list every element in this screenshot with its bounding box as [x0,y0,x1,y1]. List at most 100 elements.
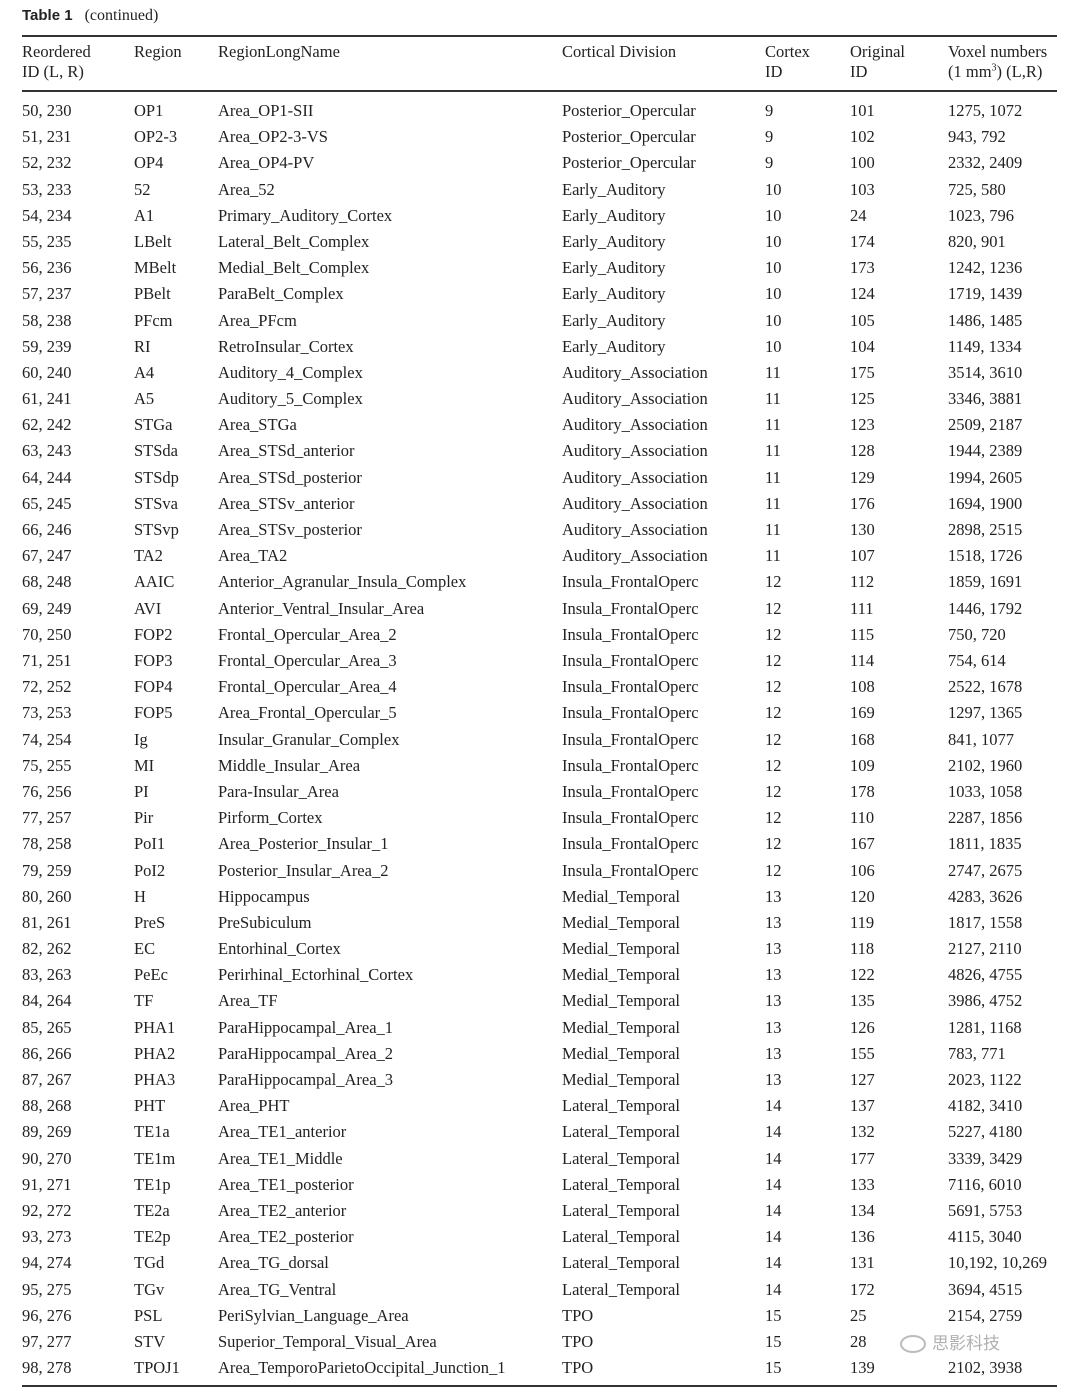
cell-voxel-numbers: 10,192, 10,269 [948,1253,1047,1273]
cell-reordered-id: 71, 251 [22,650,72,670]
cell-cortex-id: 13 [765,1017,782,1037]
header-cortex-id: Cortex ID [765,42,810,82]
cell-reordered-id: 79, 259 [22,860,72,880]
cell-voxel-numbers: 5227, 4180 [948,1122,1023,1142]
cell-voxel-numbers: 1719, 1439 [948,284,1023,304]
cell-voxel-numbers: 943, 792 [948,127,1006,147]
cell-original-id: 114 [850,650,875,670]
cell-cortical-division: Medial_Temporal [562,1017,680,1037]
header-line: ID [850,62,868,81]
cell-region: TA2 [134,546,163,566]
cell-region-long-name: Hippocampus [218,886,310,906]
cell-reordered-id: 82, 262 [22,939,72,959]
cell-original-id: 122 [850,965,875,985]
cell-cortex-id: 12 [765,703,782,723]
table-row: 57, 237 PBelt ParaBelt_Complex Early_Audito… [0,284,1080,310]
cell-cortical-division: Insula_FrontalOperc [562,808,699,828]
cell-cortical-division: Early_Auditory [562,231,666,251]
table-row: 83, 263 PeEc Perirhinal_Ectorhinal_Cortex M… [0,965,1080,991]
cell-region-long-name: Area_STGa [218,415,297,435]
cell-reordered-id: 64, 244 [22,467,72,487]
cell-region-long-name: Area_TG_dorsal [218,1253,329,1273]
cell-cortex-id: 10 [765,310,782,330]
cell-region: TGd [134,1253,165,1273]
cell-voxel-numbers: 1817, 1558 [948,912,1023,932]
cell-cortical-division: Posterior_Opercular [562,127,696,147]
cell-cortical-division: Posterior_Opercular [562,153,696,173]
watermark-text: 思影科技 [932,1334,1000,1354]
cell-cortex-id: 12 [765,781,782,801]
cell-reordered-id: 76, 256 [22,781,72,801]
cell-cortical-division: Insula_FrontalOperc [562,650,699,670]
cell-original-id: 137 [850,1096,875,1116]
table-row: 65, 245 STSva Area_STSv_anterior Auditory_A… [0,494,1080,520]
table-row: 87, 267 PHA3 ParaHippocampal_Area_3 Medial_… [0,1070,1080,1096]
cell-voxel-numbers: 2102, 1960 [948,755,1023,775]
cell-original-id: 174 [850,231,875,251]
cell-original-id: 110 [850,808,875,828]
cell-original-id: 100 [850,153,875,173]
cell-voxel-numbers: 754, 614 [948,650,1006,670]
cell-voxel-numbers: 1446, 1792 [948,598,1023,618]
cell-region: STSdp [134,467,179,487]
cell-voxel-numbers: 1859, 1691 [948,572,1023,592]
cell-original-id: 177 [850,1148,875,1168]
header-voxel-numbers: Voxel numbers (1 mm3) (L,R) [948,42,1047,82]
cell-original-id: 155 [850,1043,875,1063]
cell-region: TGv [134,1279,165,1299]
cell-reordered-id: 94, 274 [22,1253,72,1273]
cell-reordered-id: 65, 245 [22,493,72,513]
cell-region: PHT [134,1096,166,1116]
cell-reordered-id: 83, 263 [22,965,72,985]
cell-cortex-id: 12 [765,572,782,592]
cell-original-id: 167 [850,834,875,854]
cell-original-id: 133 [850,1174,875,1194]
cell-original-id: 134 [850,1200,875,1220]
table-row: 81, 261 PreS PreSubiculum Medial_Temporal 13… [0,913,1080,939]
cell-region: EC [134,939,156,959]
cell-region: TF [134,991,154,1011]
cell-reordered-id: 57, 237 [22,284,72,304]
cell-region-long-name: ParaHippocampal_Area_2 [218,1043,394,1063]
cell-original-id: 172 [850,1279,875,1299]
cell-cortical-division: Insula_FrontalOperc [562,860,699,880]
cell-original-id: 109 [850,755,875,775]
cell-voxel-numbers: 2127, 2110 [948,939,1022,959]
cell-region: PreS [134,912,166,932]
cell-region-long-name: Area_PHT [218,1096,290,1116]
table-row: 67, 247 TA2 Area_TA2 Auditory_Association 11… [0,546,1080,572]
cell-reordered-id: 50, 230 [22,101,72,120]
cell-voxel-numbers: 1033, 1058 [948,781,1023,801]
cell-cortical-division: Auditory_Association [562,415,708,435]
cell-reordered-id: 75, 255 [22,755,72,775]
cell-voxel-numbers: 1149, 1334 [948,336,1022,356]
cell-cortex-id: 14 [765,1122,782,1142]
cell-region: STSda [134,441,179,461]
cell-cortical-division: TPO [562,1331,594,1351]
cell-reordered-id: 59, 239 [22,336,72,356]
header-line: (1 mm3) (L,R) [948,62,1043,81]
cell-region-long-name: Para-Insular_Area [218,781,339,801]
cell-cortical-division: Early_Auditory [562,179,666,199]
cell-voxel-numbers: 2747, 2675 [948,860,1023,880]
cell-region: PHA3 [134,1070,176,1090]
cell-reordered-id: 56, 236 [22,258,72,278]
cell-cortex-id: 12 [765,729,782,749]
cell-region-long-name: Area_PFcm [218,310,297,330]
cell-reordered-id: 98, 278 [22,1358,72,1378]
table-row: 50, 230 OP1 Area_OP1-SII Posterior_Opercula… [0,101,1080,127]
cell-region: PeEc [134,965,168,985]
cell-reordered-id: 61, 241 [22,389,72,409]
cell-cortical-division: Early_Auditory [562,336,666,356]
table-row: 84, 264 TF Area_TF Medial_Temporal 13 135 3986… [0,991,1080,1017]
cell-cortical-division: Insula_FrontalOperc [562,677,699,697]
cell-region-long-name: Anterior_Ventral_Insular_Area [218,598,425,618]
cell-voxel-numbers: 2023, 1122 [948,1070,1022,1090]
cell-region: PBelt [134,284,171,304]
cell-voxel-numbers: 783, 771 [948,1043,1006,1063]
table-row: 89, 269 TE1a Area_TE1_anterior Lateral_Temp… [0,1122,1080,1148]
cell-region-long-name: Pirform_Cortex [218,808,323,828]
cell-region-long-name: Area_Posterior_Insular_1 [218,834,389,854]
cell-region-long-name: Anterior_Agranular_Insula_Complex [218,572,467,592]
cell-region: STV [134,1331,166,1351]
